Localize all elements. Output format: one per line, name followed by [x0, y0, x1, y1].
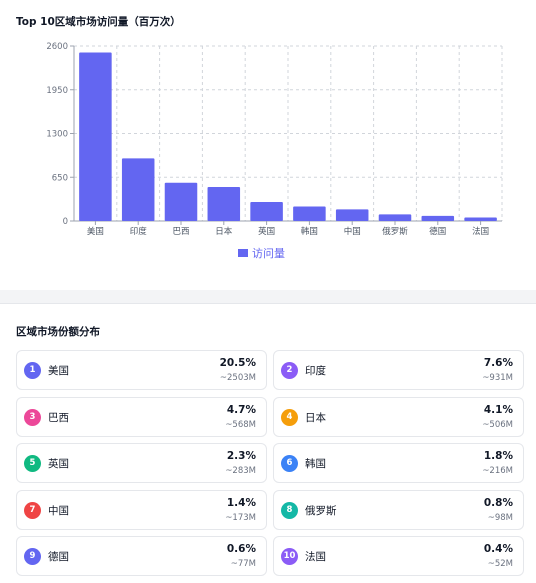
share-percent: 2.3%	[226, 450, 256, 462]
region-name: 俄罗斯	[305, 504, 337, 517]
x-tick-label: 韩国	[301, 226, 318, 237]
legend-swatch	[238, 249, 248, 257]
share-percent: 20.5%	[219, 357, 256, 369]
region-name: 巴西	[48, 411, 69, 424]
rank-badge: 7	[24, 501, 41, 519]
visit-value: ~506M	[482, 419, 513, 430]
share-percent: 7.6%	[483, 357, 513, 369]
visit-value: ~173M	[225, 512, 256, 523]
share-tile: 4 日本 4.1% ~506M	[273, 396, 524, 437]
share-percent: 0.6%	[226, 543, 256, 555]
x-tick-label: 法国	[472, 226, 489, 237]
y-tick-label: 1950	[46, 86, 68, 96]
x-tick-label: 俄罗斯	[382, 226, 408, 237]
visit-value: ~98M	[487, 512, 513, 523]
rank-badge: 5	[24, 455, 41, 472]
y-tick-label: 2600	[46, 42, 68, 52]
share-percent: 1.8%	[483, 450, 513, 462]
share-tile: 10 法国 0.4% ~52M	[273, 536, 524, 576]
share-tile: 9 德国 0.6% ~77M	[16, 536, 267, 576]
rank-badge: 8	[281, 501, 298, 519]
bar	[164, 182, 198, 221]
share-tile: 2 印度 7.6% ~931M	[273, 350, 524, 390]
share-card: 区域市场份额分布 1 美国 20.5% ~2503M 2 印度 7.6% ~931M 3 巴西 4.…	[0, 303, 536, 583]
bar	[121, 158, 155, 221]
bar	[335, 209, 369, 221]
bar	[207, 186, 241, 221]
region-name: 英国	[48, 458, 69, 470]
y-tick-label: 650	[52, 173, 68, 183]
rank-badge: 1	[24, 362, 41, 379]
visit-value: ~2503M	[219, 373, 256, 383]
share-percent: 0.4%	[483, 543, 513, 555]
x-tick-label: 中国	[344, 226, 361, 237]
share-percent: 4.7%	[226, 403, 256, 416]
rank-badge: 3	[24, 408, 41, 426]
bar	[250, 201, 283, 221]
visit-value: ~216M	[482, 466, 513, 476]
bar	[421, 215, 455, 221]
share-percent: 0.8%	[483, 496, 513, 509]
x-tick-label: 巴西	[172, 227, 189, 237]
visit-value: ~52M	[487, 559, 513, 569]
share-percent: 4.1%	[483, 403, 513, 416]
region-name: 印度	[305, 365, 326, 377]
share-tile: 6 韩国 1.8% ~216M	[273, 443, 524, 483]
region-name: 中国	[48, 504, 69, 517]
rank-badge: 2	[281, 362, 298, 379]
x-tick-label: 印度	[130, 226, 148, 237]
y-tick-label: 0	[63, 217, 68, 227]
visit-value: ~568M	[225, 419, 256, 430]
x-tick-label: 德国	[429, 226, 446, 237]
share-tile: 7 中国 1.4% ~173M	[16, 489, 267, 530]
x-tick-label: 美国	[87, 226, 104, 237]
region-name: 韩国	[305, 458, 326, 470]
chart-title: Top 10区域市场访问量（百万次）	[16, 16, 181, 28]
region-name: 法国	[305, 551, 326, 563]
share-tile: 8 俄罗斯 0.8% ~98M	[273, 489, 524, 530]
x-tick-label: 日本	[215, 226, 233, 237]
bar	[378, 214, 412, 221]
region-name: 日本	[305, 411, 326, 424]
share-tile: 3 巴西 4.7% ~568M	[16, 396, 267, 437]
rank-badge: 10	[281, 548, 298, 565]
chart-card: Top 10区域市场访问量（百万次） 0 650 1300 1950 2600 美国 印度 巴…	[0, 0, 536, 290]
rank-badge: 9	[24, 548, 41, 565]
y-tick-label: 1300	[46, 130, 68, 140]
region-name: 美国	[48, 365, 69, 377]
bar	[79, 52, 112, 222]
visit-value: ~931M	[482, 373, 513, 383]
rank-badge: 4	[281, 408, 298, 426]
share-tile: 1 美国 20.5% ~2503M	[16, 350, 267, 390]
visit-value: ~77M	[230, 559, 256, 569]
share-percent: 1.4%	[226, 496, 256, 509]
bar	[464, 217, 497, 221]
bar	[293, 206, 326, 221]
share-title: 区域市场份额分布	[16, 326, 100, 338]
share-tile: 5 英国 2.3% ~283M	[16, 443, 267, 483]
rank-badge: 6	[281, 455, 298, 472]
x-tick-label: 英国	[258, 226, 275, 237]
region-name: 德国	[48, 551, 69, 563]
legend-label: 访问量	[252, 247, 285, 260]
visit-value: ~283M	[225, 466, 256, 476]
